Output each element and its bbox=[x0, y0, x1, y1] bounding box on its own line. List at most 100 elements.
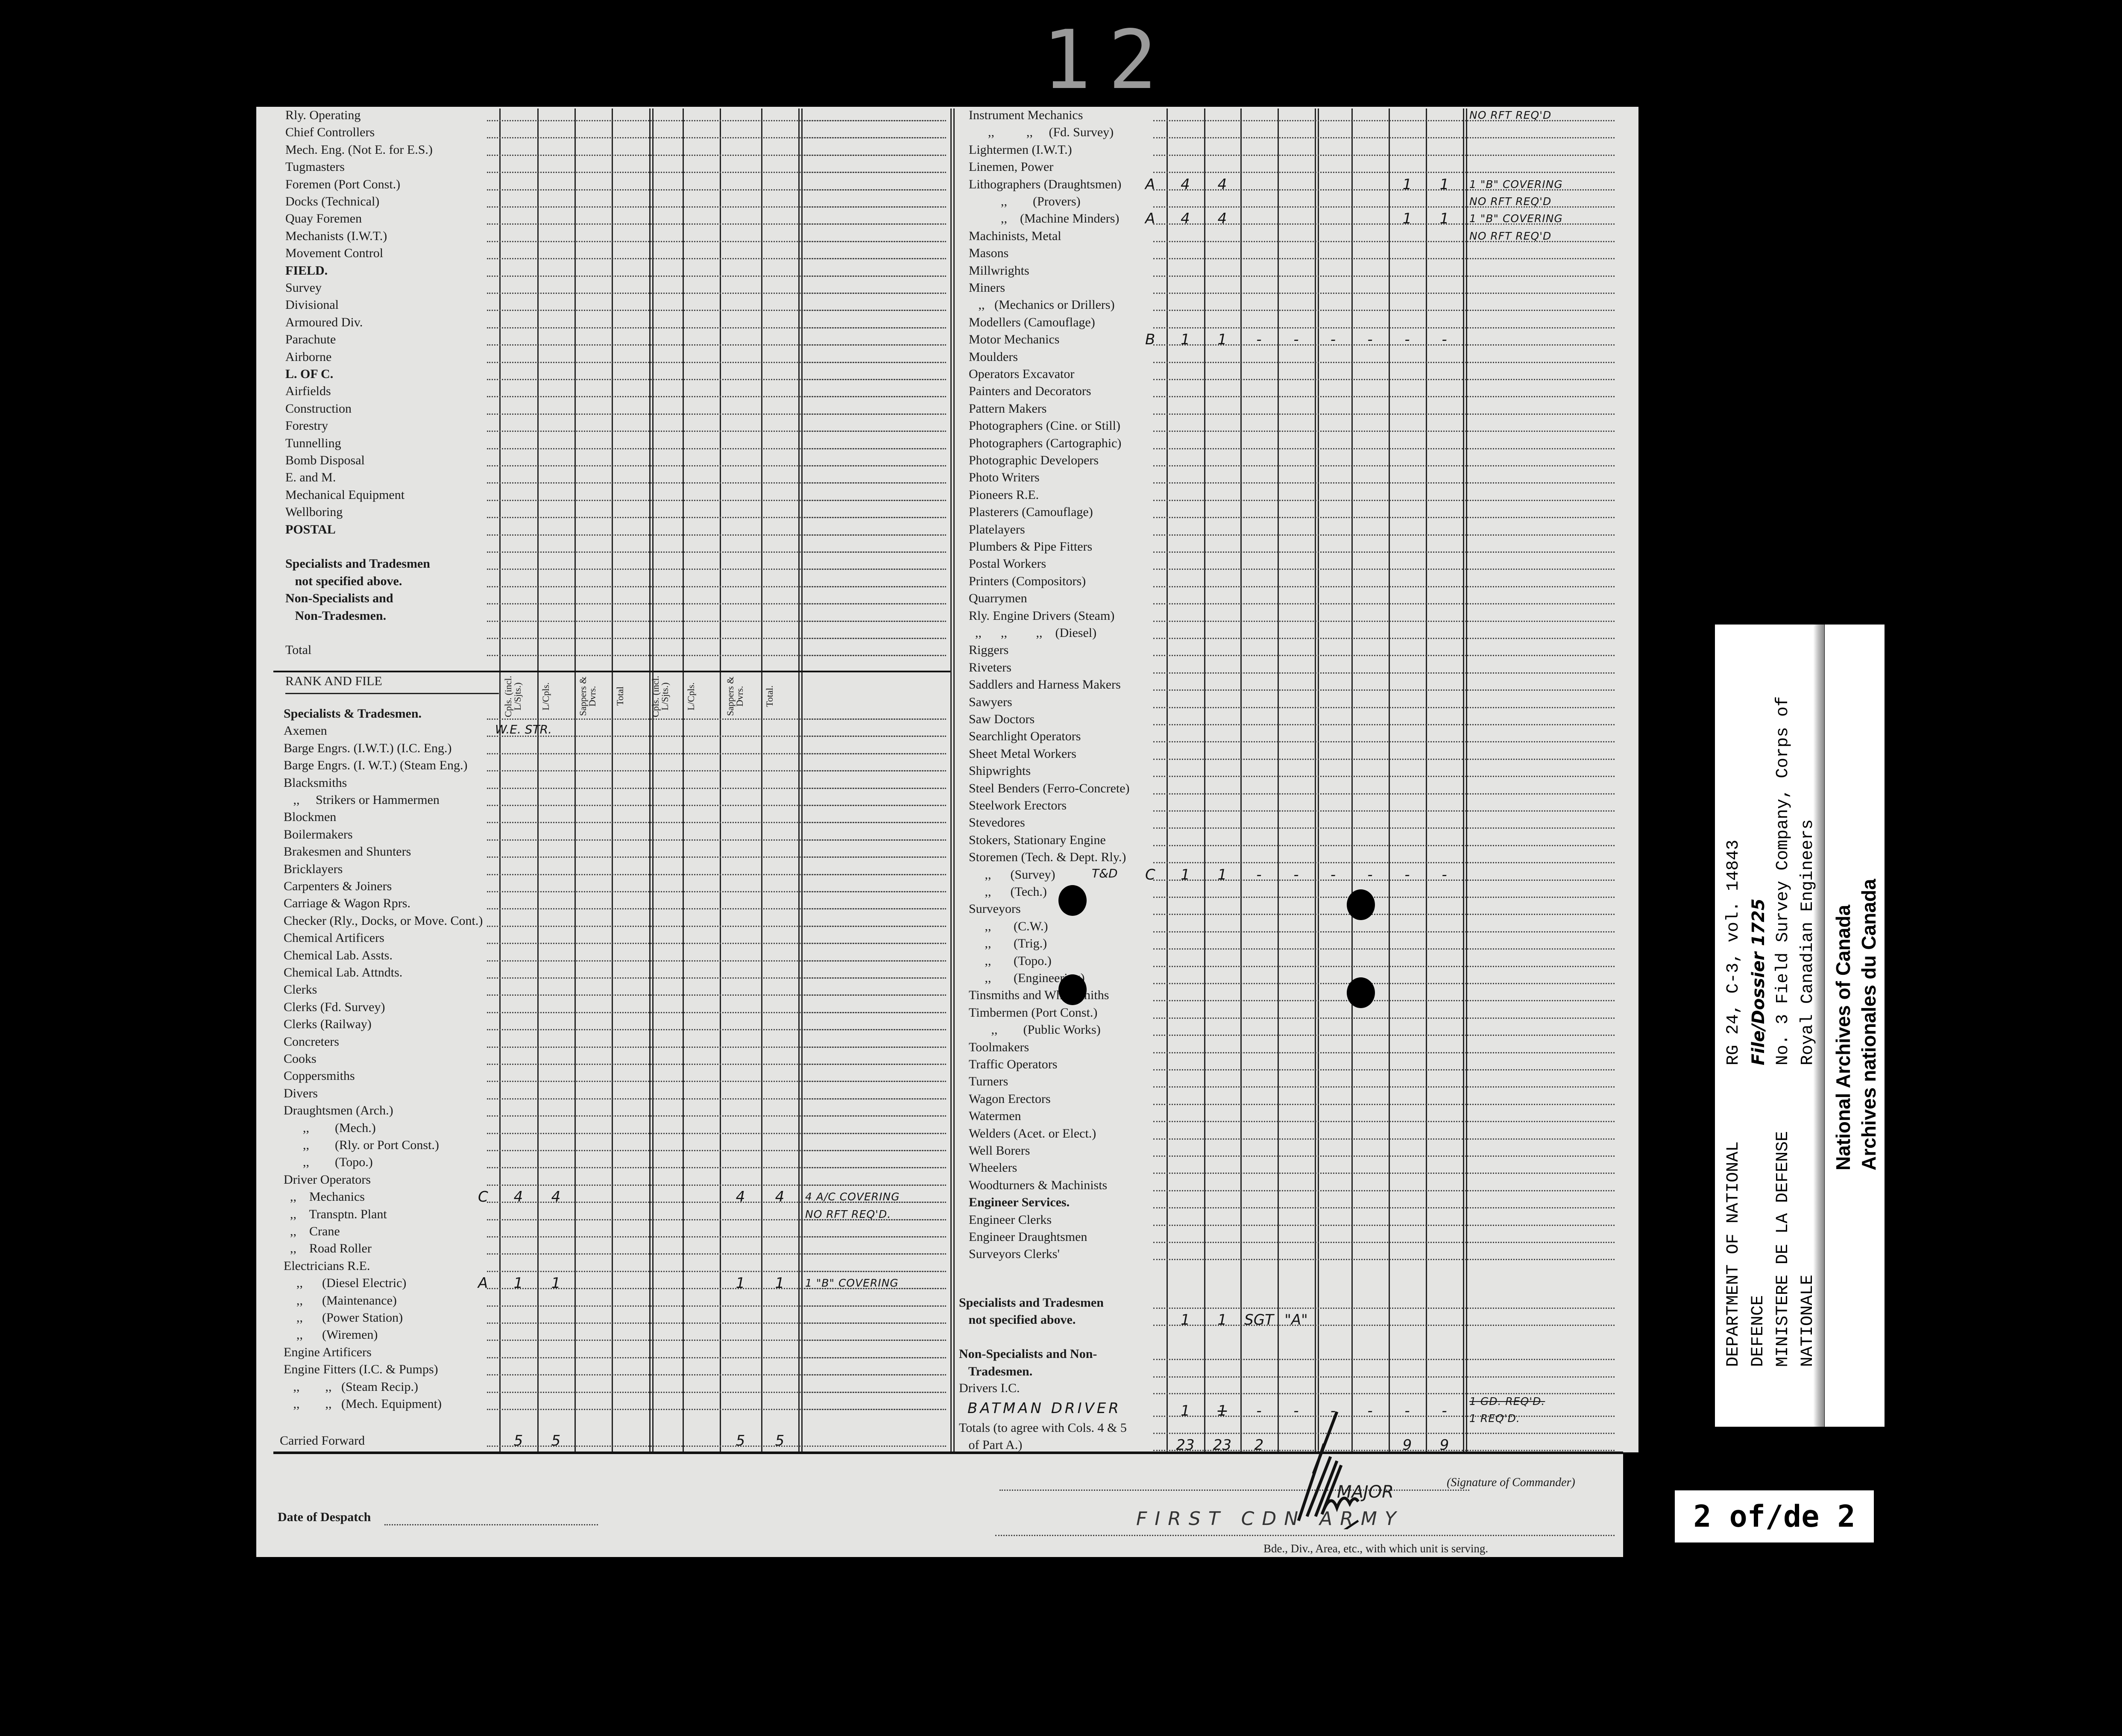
row-label: Divers bbox=[284, 1086, 318, 1100]
cell-value: - bbox=[1442, 1402, 1447, 1419]
table-row: Bricklayers bbox=[0, 861, 2122, 878]
dotted-leader bbox=[487, 551, 946, 553]
dotted-leader bbox=[1465, 948, 1615, 950]
dotted-leader bbox=[1153, 310, 1463, 311]
remark-text: NO RFT REQ'D bbox=[1469, 229, 1552, 242]
dotted-leader bbox=[1153, 897, 1463, 898]
dotted-leader bbox=[487, 258, 946, 260]
dotted-leader bbox=[1465, 914, 1615, 915]
table-row: Engine Fitters (I.C. & Pumps) bbox=[0, 1361, 2122, 1378]
column-rule bbox=[1426, 108, 1427, 1452]
dotted-leader bbox=[1153, 707, 1463, 708]
table-row: Checker (Rly., Docks, or Move. Cont.) bbox=[0, 912, 2122, 930]
row-label: Plasterers (Camouflage) bbox=[969, 505, 1093, 519]
table-row: Linemen, Power bbox=[0, 158, 2122, 176]
cell-value: 1 bbox=[1181, 331, 1190, 349]
dotted-leader bbox=[801, 223, 942, 225]
dotted-leader bbox=[1153, 655, 1463, 657]
row-label: ,, Transptn. Plant bbox=[284, 1207, 387, 1221]
dotted-leader bbox=[1465, 1035, 1615, 1036]
table-row: Instrument Mechanics NO RFT REQ'D bbox=[0, 107, 2122, 124]
dotted-leader bbox=[1153, 845, 1463, 846]
column-header: Sappers & Dvrs. bbox=[577, 676, 598, 716]
dotted-leader bbox=[801, 1202, 942, 1203]
dotted-leader bbox=[1153, 379, 1463, 380]
dotted-leader bbox=[1153, 862, 1463, 864]
row-label: Moulders bbox=[969, 349, 1018, 364]
table-row: not specified above. bbox=[0, 573, 2122, 590]
dotted-leader bbox=[801, 960, 942, 962]
dotted-leader bbox=[487, 1150, 946, 1151]
dotted-leader bbox=[801, 569, 942, 570]
dotted-leader bbox=[1153, 586, 1463, 587]
cell-value: - bbox=[1330, 866, 1336, 883]
table-row: Forestry bbox=[0, 417, 2122, 434]
dotted-leader bbox=[1465, 361, 1615, 363]
dotted-leader bbox=[487, 379, 946, 380]
row-label: ,, (Topo.) bbox=[969, 953, 1052, 968]
table-row: Lightermen (I.W.T.) bbox=[0, 141, 2122, 158]
table-row: Shipwrights bbox=[0, 762, 2122, 780]
dotted-leader bbox=[487, 275, 946, 277]
dotted-leader bbox=[1465, 655, 1615, 657]
cell-value: - bbox=[1442, 331, 1447, 349]
carried-forward-label: Carried Forward bbox=[280, 1434, 365, 1448]
table-row: Electricians R.E. bbox=[0, 1258, 2122, 1275]
dotted-leader bbox=[487, 1098, 946, 1100]
table-row: Sawyers bbox=[0, 694, 2122, 711]
dotted-leader bbox=[1465, 379, 1615, 380]
dotted-leader bbox=[1465, 776, 1615, 777]
dotted-leader bbox=[1465, 293, 1615, 294]
dotted-leader bbox=[487, 534, 946, 536]
row-label: ,, (Mech.) bbox=[284, 1120, 376, 1135]
row-label: Driver Operators bbox=[284, 1172, 371, 1187]
dotted-leader bbox=[801, 431, 942, 432]
row-label: Parachute bbox=[285, 332, 336, 347]
table-row: Wagon Erectors bbox=[0, 1091, 2122, 1108]
dotted-leader bbox=[487, 1391, 946, 1393]
dotted-leader bbox=[487, 586, 946, 587]
dotted-leader bbox=[1153, 344, 1463, 346]
dotted-leader bbox=[801, 856, 942, 858]
column-header: L/Cpls. bbox=[540, 682, 551, 710]
dotted-leader bbox=[487, 413, 946, 415]
dotted-leader bbox=[801, 240, 942, 242]
table-row: Engineer Draughtsmen bbox=[0, 1229, 2122, 1246]
table-row: of Part A.) 23 23 2 9 9 bbox=[0, 1437, 2122, 1454]
cell-value: - bbox=[1293, 866, 1299, 883]
dotted-leader bbox=[1153, 1103, 1463, 1105]
cell-value: 4 bbox=[1217, 210, 1227, 228]
row-label: Cooks bbox=[284, 1052, 317, 1066]
column-rule bbox=[537, 108, 539, 1452]
dotted-leader bbox=[1153, 793, 1463, 795]
dotted-leader bbox=[487, 431, 946, 432]
dotted-leader bbox=[487, 482, 946, 484]
row-label: ,, (Trig.) bbox=[969, 936, 1047, 951]
dotted-leader bbox=[1153, 810, 1463, 812]
row-label: Mechanical Equipment bbox=[285, 487, 405, 502]
dotted-leader bbox=[801, 1150, 942, 1151]
dotted-leader bbox=[801, 620, 942, 622]
table-row: ,, (Maintenance) bbox=[0, 1292, 2122, 1309]
cell-value: 2 bbox=[1254, 1437, 1264, 1454]
dotted-leader bbox=[1153, 741, 1463, 743]
row-label: ,, (C.W.) bbox=[969, 919, 1048, 933]
dotted-leader bbox=[801, 1288, 942, 1290]
table-row: Totals (to agree with Cols. 4 & 5 bbox=[0, 1419, 2122, 1437]
dotted-leader bbox=[801, 1081, 942, 1082]
table-row: Foremen (Port Const.) bbox=[0, 176, 2122, 193]
dotted-leader bbox=[487, 977, 946, 979]
cell-value: 1 bbox=[1181, 1311, 1190, 1328]
table-row: Barge Engrs. (I.W.T.) (I.C. Eng.) bbox=[0, 740, 2122, 757]
table-row: Toolmakers bbox=[0, 1039, 2122, 1056]
table-row: ,, (Diesel Electric) A 1 1 1 1 1 "B" COVERING bbox=[0, 1275, 2122, 1292]
row-label: Photographic Developers bbox=[969, 453, 1099, 467]
dotted-leader bbox=[1465, 1138, 1615, 1140]
archives-line-en: National Archives of Canada bbox=[1832, 904, 1854, 1170]
column-rule bbox=[950, 108, 952, 1452]
table-row: ,, (Provers) NO RFT REQ'D bbox=[0, 193, 2122, 210]
table-row: Draughtsmen (Arch.) bbox=[0, 1102, 2122, 1119]
dotted-leader bbox=[1465, 569, 1615, 570]
dotted-leader bbox=[1153, 206, 1463, 208]
dotted-leader bbox=[487, 137, 946, 139]
